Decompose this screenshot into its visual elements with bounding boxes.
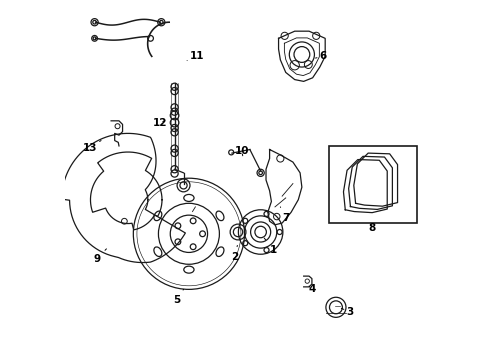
Text: 7: 7	[280, 207, 289, 222]
Text: 5: 5	[172, 289, 183, 305]
Text: 2: 2	[230, 246, 238, 262]
Text: 12: 12	[153, 118, 167, 128]
Text: 13: 13	[82, 140, 101, 153]
Text: 3: 3	[341, 307, 353, 317]
Text: 9: 9	[93, 249, 106, 264]
Text: 6: 6	[315, 51, 326, 61]
Bar	[328, 146, 416, 223]
Text: 10: 10	[234, 146, 248, 156]
Text: 11: 11	[187, 51, 204, 61]
Text: 4: 4	[307, 284, 315, 294]
Text: 1: 1	[264, 238, 277, 255]
Text: 8: 8	[367, 224, 375, 233]
